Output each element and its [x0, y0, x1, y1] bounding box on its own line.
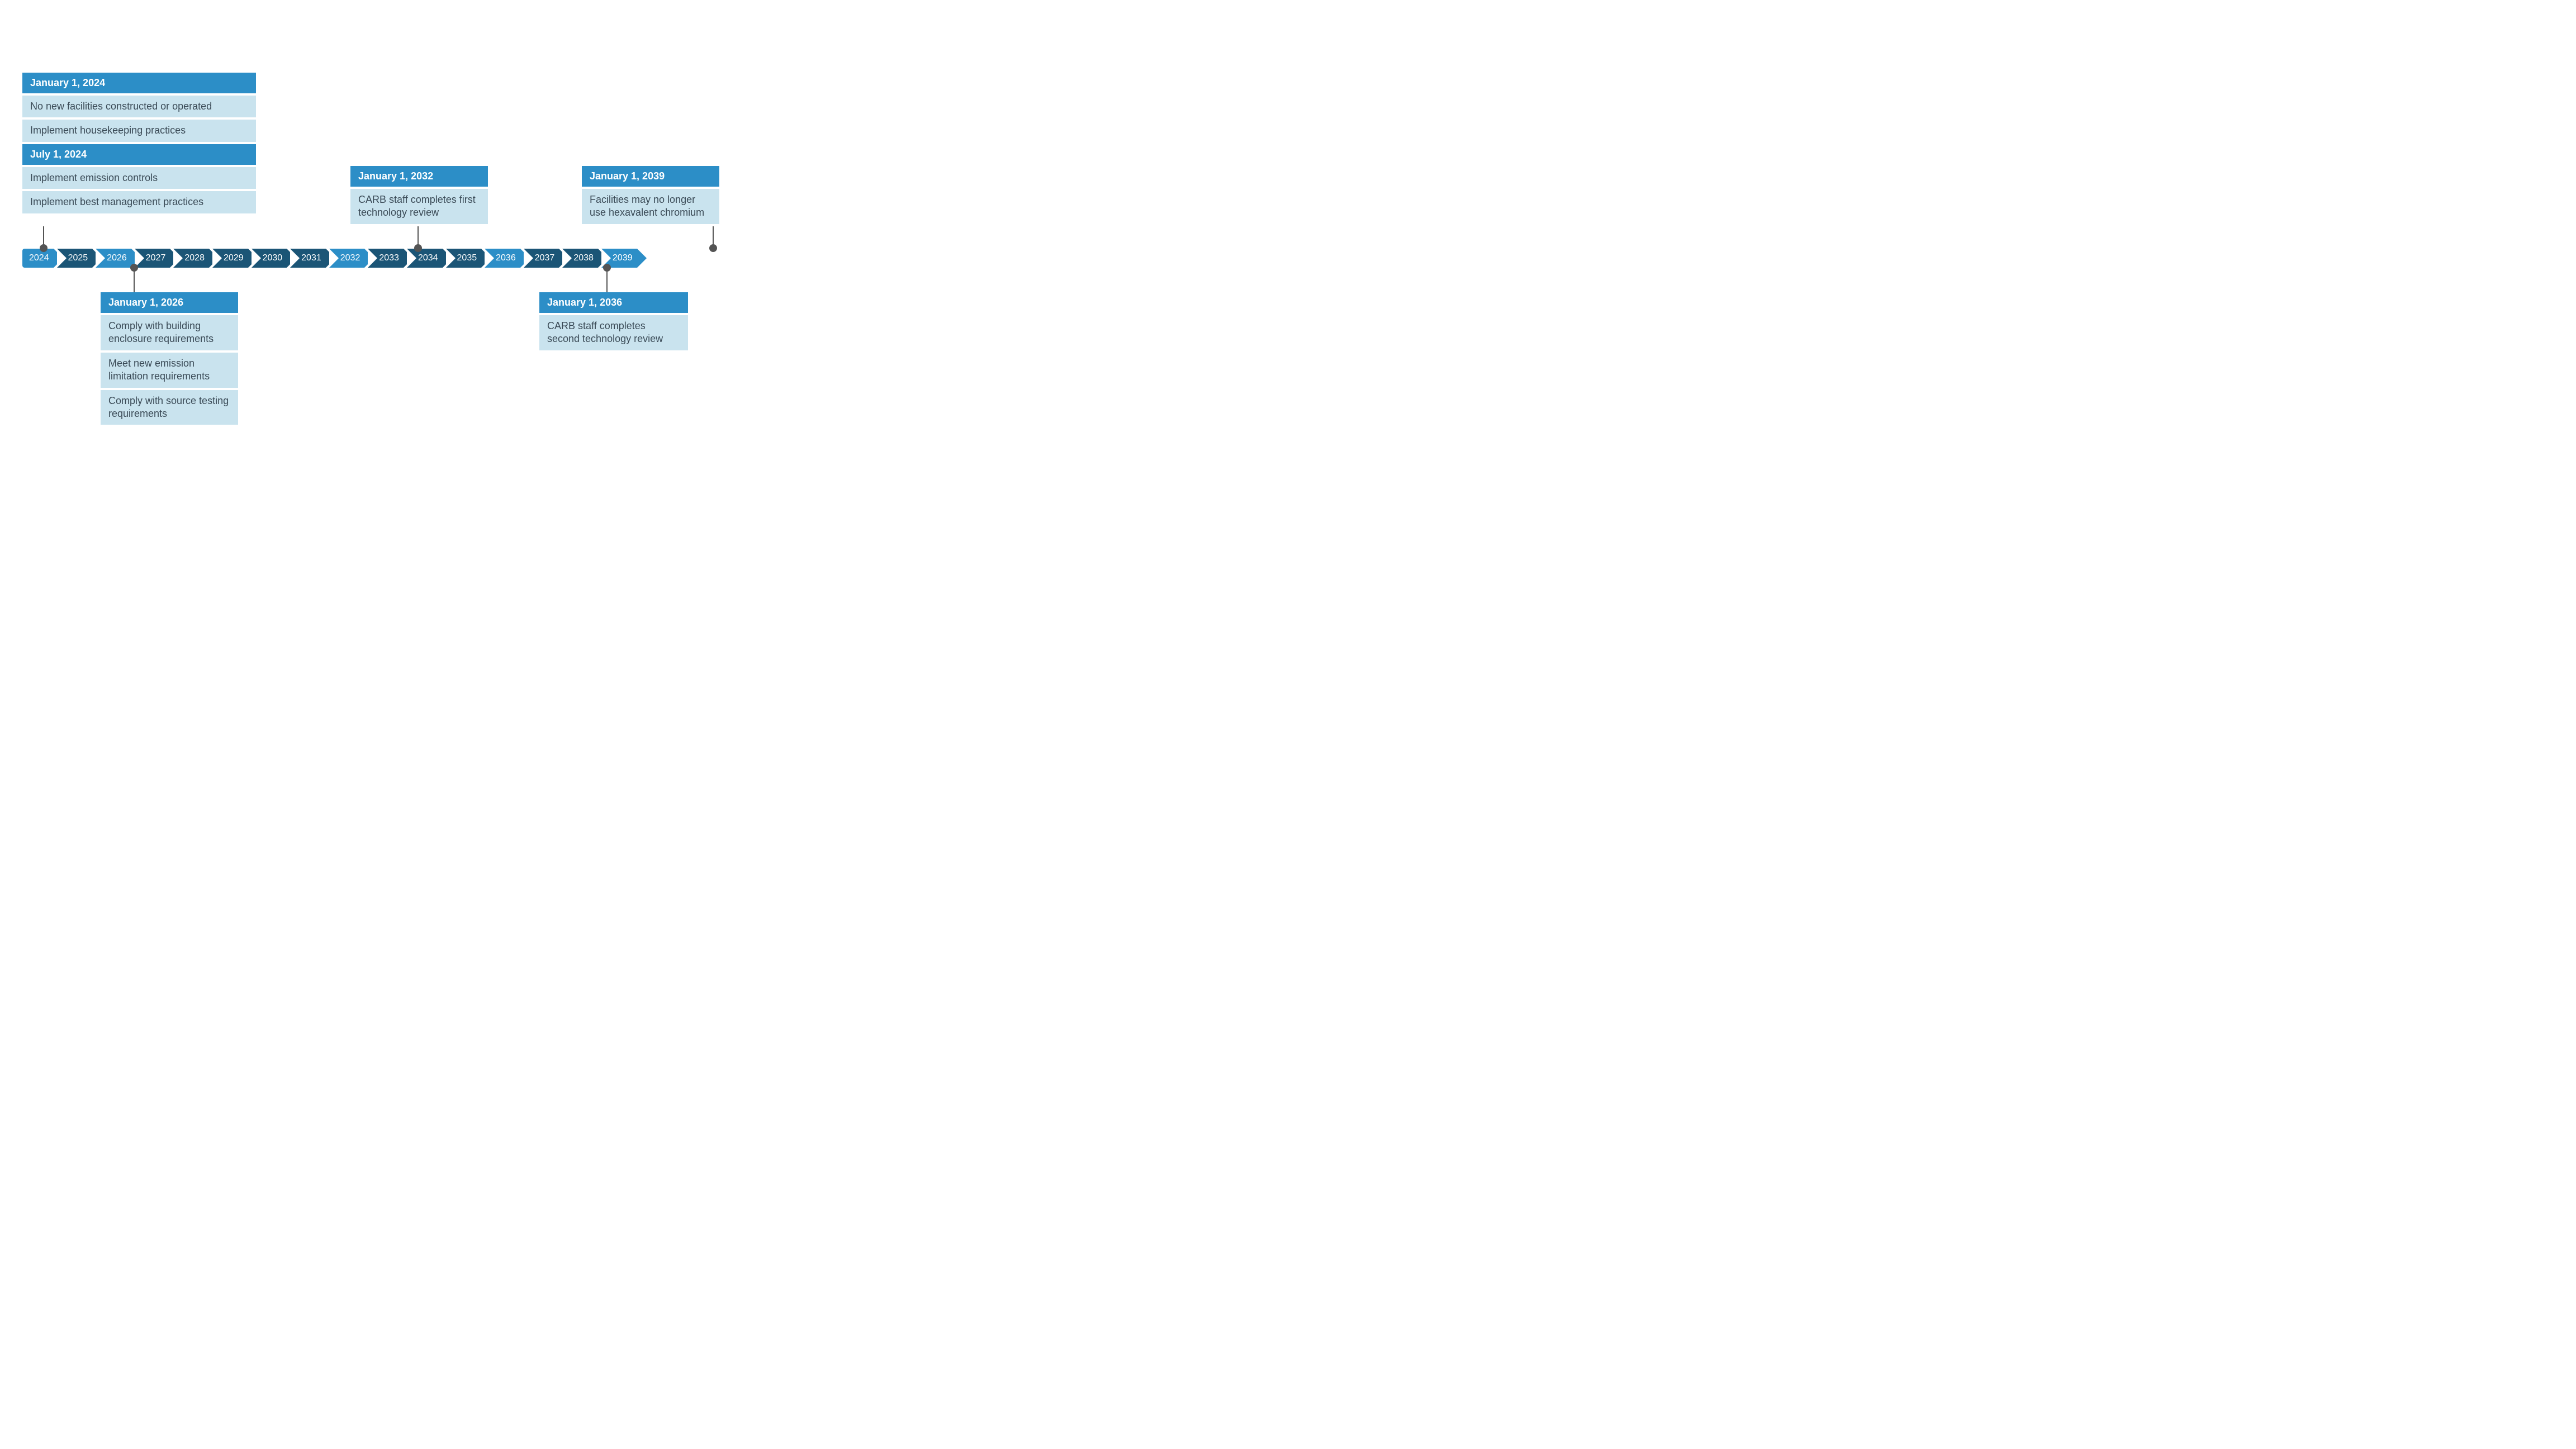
callout-date-header: July 1, 2024 [22, 144, 256, 165]
connector-marker [709, 244, 717, 252]
callout-date-header: January 1, 2036 [539, 292, 688, 313]
timeline-infographic: January 1, 2024 No new facilities constr… [0, 0, 818, 460]
connector-marker [414, 244, 422, 252]
year-2032: 2032 [329, 249, 365, 268]
callout-2036: January 1, 2036 CARB staff completes sec… [539, 292, 688, 353]
year-2037: 2037 [524, 249, 559, 268]
year-2030: 2030 [252, 249, 287, 268]
year-2034: 2034 [407, 249, 443, 268]
callout-item: Implement housekeeping practices [22, 120, 256, 141]
connector-marker [603, 264, 611, 272]
year-2025: 2025 [57, 249, 93, 268]
year-2033: 2033 [368, 249, 404, 268]
timeline-strip: 2024 2025 2026 2027 2028 2029 2030 2031 … [22, 249, 641, 268]
callout-2026: January 1, 2026 Comply with building enc… [101, 292, 238, 427]
callout-item: Implement best management practices [22, 191, 256, 213]
year-2024: 2024 [22, 249, 54, 268]
callout-date-header: January 1, 2032 [350, 166, 488, 187]
callout-item: CARB staff completes first technology re… [350, 189, 488, 224]
year-2028: 2028 [173, 249, 209, 268]
connector-marker [40, 244, 48, 252]
year-2036: 2036 [485, 249, 520, 268]
callout-item: No new facilities constructed or operate… [22, 96, 256, 117]
callout-2039: January 1, 2039 Facilities may no longer… [582, 166, 719, 226]
callout-2032: January 1, 2032 CARB staff completes fir… [350, 166, 488, 226]
callout-item: Facilities may no longer use hexavalent … [582, 189, 719, 224]
year-2031: 2031 [290, 249, 326, 268]
year-2038: 2038 [562, 249, 598, 268]
year-2027: 2027 [135, 249, 170, 268]
connector-marker [130, 264, 138, 272]
year-2035: 2035 [446, 249, 482, 268]
callout-date-header: January 1, 2026 [101, 292, 238, 313]
callout-item: CARB staff completes second technology r… [539, 315, 688, 350]
callout-date-header: January 1, 2024 [22, 73, 256, 93]
callout-item: Comply with building enclosure requireme… [101, 315, 238, 350]
callout-date-header: January 1, 2039 [582, 166, 719, 187]
callout-item: Comply with source testing requirements [101, 390, 238, 425]
year-2029: 2029 [212, 249, 248, 268]
callout-item: Meet new emission limitation requirement… [101, 353, 238, 388]
callout-item: Implement emission controls [22, 167, 256, 189]
year-2026: 2026 [96, 249, 131, 268]
callout-2024: January 1, 2024 No new facilities constr… [22, 73, 256, 216]
